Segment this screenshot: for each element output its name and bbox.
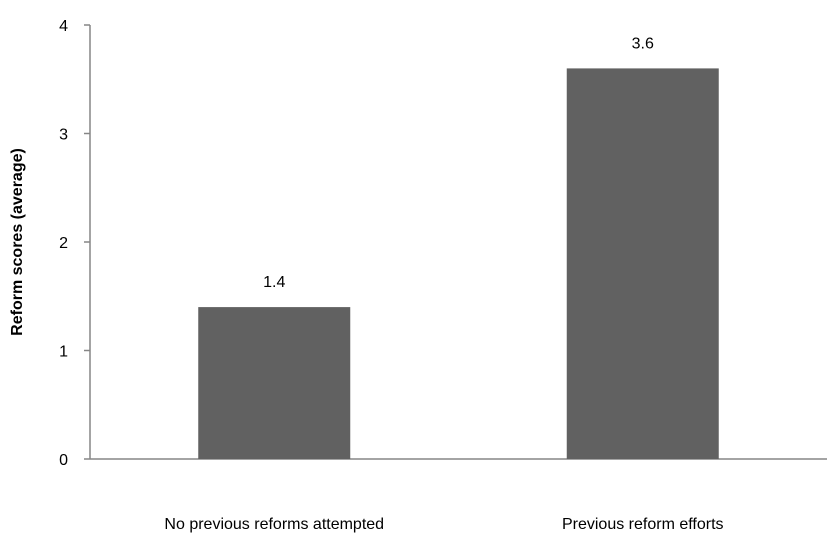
- y-tick-label: 3: [59, 127, 68, 144]
- category-label: No previous reforms attempted: [164, 516, 384, 533]
- bars: [198, 68, 719, 460]
- y-tick-label: 4: [59, 18, 68, 35]
- category-label: Previous reform efforts: [562, 516, 724, 533]
- data-labels: 1.4 3.6: [263, 35, 654, 291]
- y-axis-title: Reform scores (average): [9, 148, 26, 336]
- y-tick-label: 0: [59, 452, 68, 469]
- bar: [566, 68, 719, 460]
- y-tick-label: 1: [59, 344, 68, 361]
- y-axis: 0 1 2 3 4: [59, 18, 91, 469]
- bar-value-label: 3.6: [632, 35, 654, 52]
- category-labels: No previous reforms attempted Previous re…: [164, 516, 723, 533]
- bar: [198, 307, 351, 459]
- bar-value-label: 1.4: [263, 274, 285, 291]
- y-tick-label: 2: [59, 235, 68, 252]
